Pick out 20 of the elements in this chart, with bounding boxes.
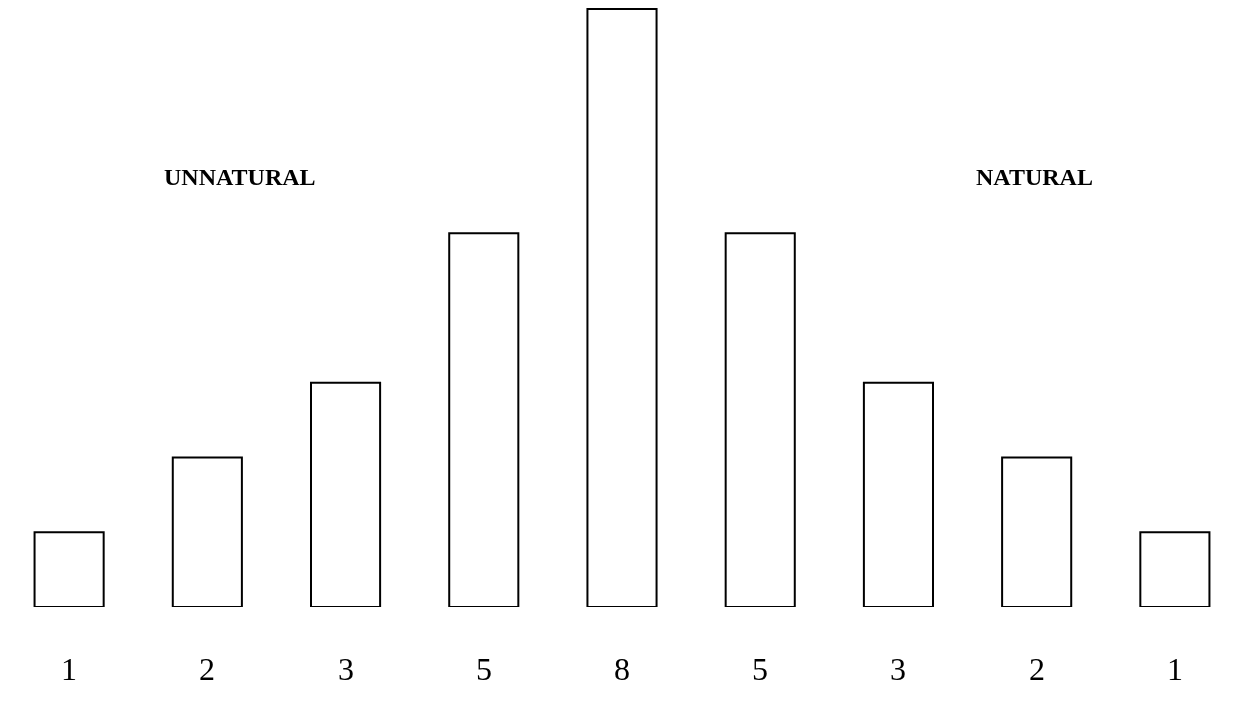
bar bbox=[171, 456, 243, 607]
annotation: UNNATURAL bbox=[164, 164, 316, 190]
data-label: 3 bbox=[338, 651, 354, 687]
bar bbox=[724, 232, 796, 607]
bar bbox=[448, 232, 520, 607]
annotation: NATURAL bbox=[976, 164, 1093, 190]
data-label: 5 bbox=[752, 651, 768, 687]
bar bbox=[33, 531, 105, 607]
bar bbox=[1001, 456, 1073, 607]
data-label: 8 bbox=[614, 651, 630, 687]
data-label: 5 bbox=[476, 651, 492, 687]
data-label: 1 bbox=[1167, 651, 1183, 687]
data-label: 1 bbox=[61, 651, 77, 687]
data-label: 2 bbox=[199, 651, 215, 687]
bar bbox=[862, 381, 934, 607]
data-label: 2 bbox=[1029, 651, 1045, 687]
bar bbox=[586, 7, 658, 607]
data-label: 3 bbox=[890, 651, 906, 687]
bar bbox=[1139, 531, 1211, 607]
bar bbox=[310, 381, 382, 607]
